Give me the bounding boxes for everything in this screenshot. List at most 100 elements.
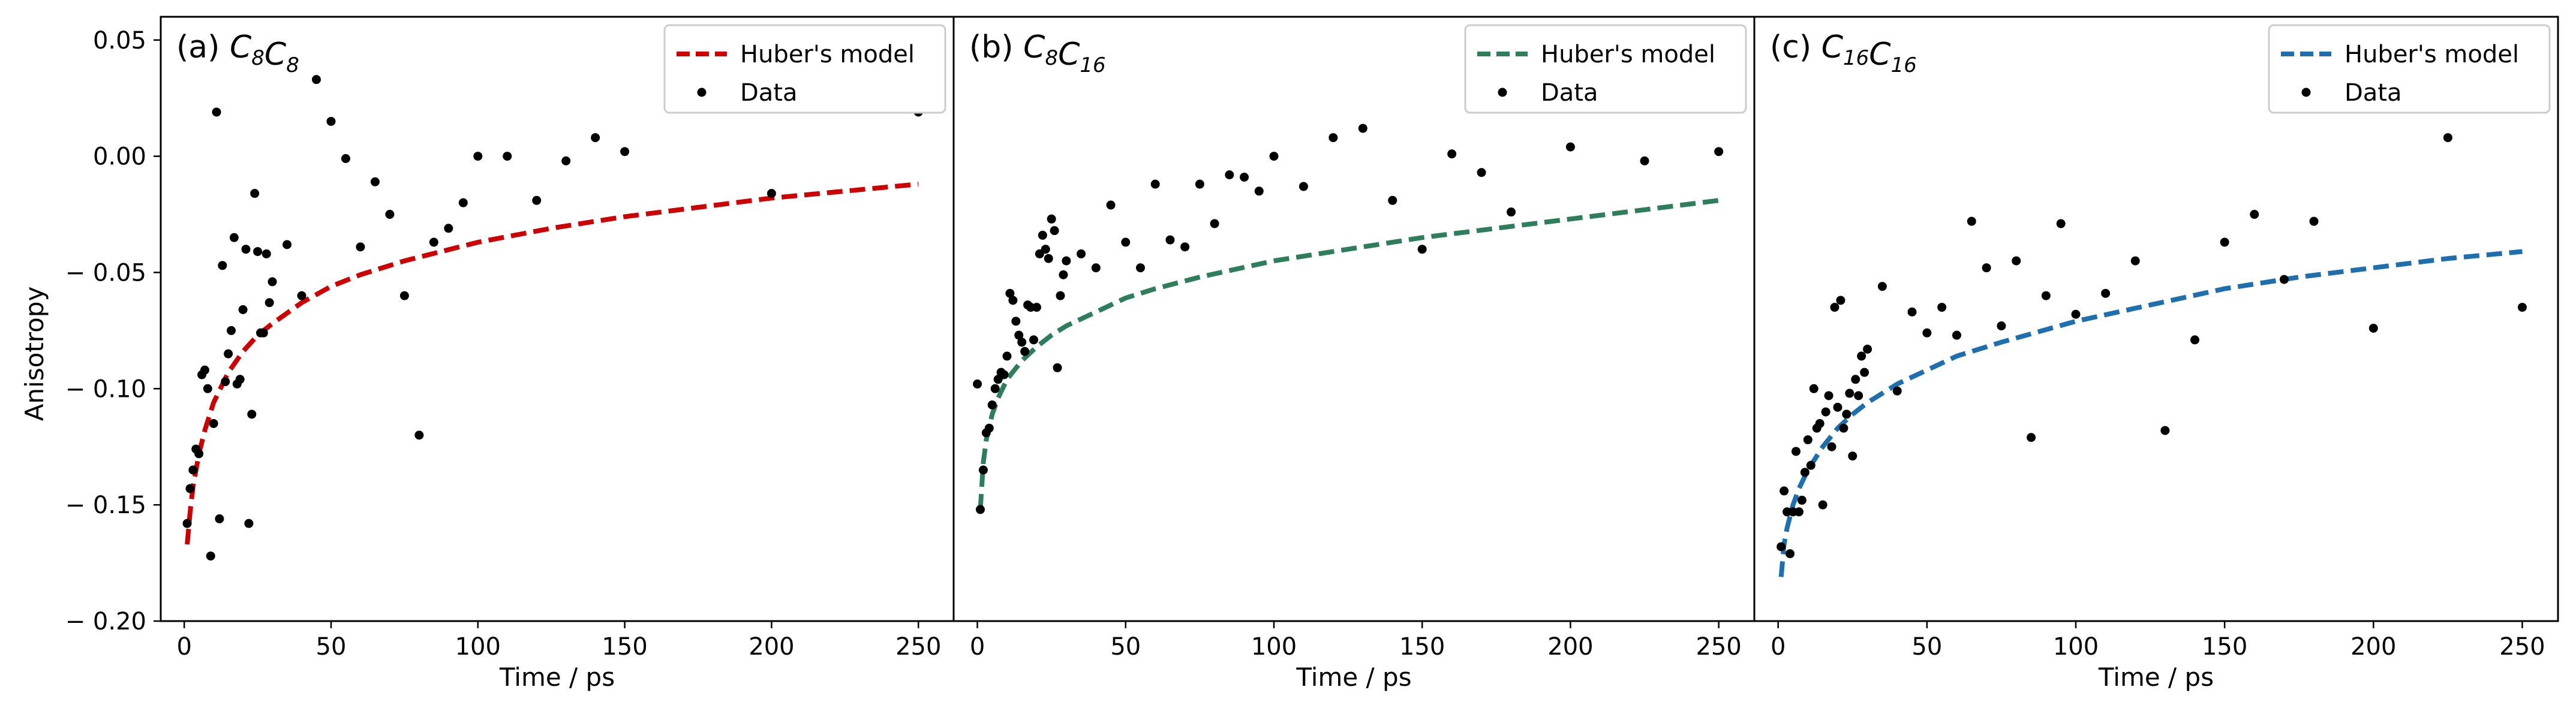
x-tick-label: 200 [2350, 633, 2396, 661]
data-point [987, 400, 997, 409]
data-point [209, 418, 218, 428]
data-point [1038, 230, 1047, 240]
data-point [976, 505, 985, 514]
data-point [264, 298, 274, 308]
legend-model-label: Huber's model [2344, 41, 2519, 68]
data-point [2220, 237, 2229, 247]
data-point [1041, 245, 1050, 254]
x-tick-label: 250 [1696, 633, 1741, 661]
data-point [1050, 226, 1059, 236]
data-point [1922, 328, 1932, 338]
data-point [1121, 237, 1131, 247]
data-point [1388, 195, 1397, 205]
data-point [2101, 288, 2111, 298]
data-point [1803, 435, 1812, 445]
data-point [2056, 219, 2066, 228]
data-point [212, 107, 221, 117]
data-point [250, 189, 260, 198]
data-point [984, 423, 994, 433]
data-point [1254, 186, 1264, 196]
data-point [1982, 263, 1991, 273]
x-tick-label: 0 [176, 633, 191, 661]
data-point [297, 291, 306, 300]
data-point [221, 377, 230, 387]
y-tick-label: − 0.05 [65, 259, 146, 287]
x-tick-label: 0 [970, 633, 985, 661]
legend-data-label: Data [740, 79, 798, 107]
data-point [1997, 321, 2006, 331]
data-point [1017, 338, 1027, 347]
x-tick-label: 50 [1911, 633, 1942, 661]
data-point [1952, 330, 1961, 340]
data-point [182, 519, 192, 528]
data-point [1714, 147, 1724, 156]
y-tick-label: − 0.15 [65, 492, 146, 519]
data-point [1794, 507, 1803, 517]
data-point [341, 153, 350, 163]
x-tick-label: 150 [602, 633, 647, 661]
legend-data-label: Data [2344, 79, 2402, 107]
data-point [258, 328, 268, 338]
x-axis-label: Time / ps [2098, 662, 2214, 692]
data-point [1833, 402, 1842, 412]
data-point [1298, 182, 1308, 191]
x-tick-label: 250 [2499, 633, 2545, 661]
data-point [1180, 242, 1190, 252]
data-point [444, 224, 453, 233]
data-point [282, 240, 292, 249]
data-point [1907, 307, 1917, 317]
data-point [1477, 168, 1486, 177]
data-point [1937, 303, 1947, 312]
data-point [185, 484, 195, 493]
data-point [1014, 330, 1024, 340]
panel-title: (c) C16C16 [1770, 29, 1917, 77]
data-point [1786, 549, 1795, 559]
data-point [399, 291, 409, 300]
data-point [227, 326, 236, 335]
data-point [1269, 152, 1279, 161]
data-point [2443, 133, 2452, 143]
data-point [1165, 235, 1175, 245]
x-tick-label: 100 [1251, 633, 1297, 661]
x-tick-label: 100 [2053, 633, 2099, 661]
data-point [1806, 460, 1815, 470]
data-point [229, 233, 239, 242]
data-point [1830, 303, 1839, 312]
data-point [2190, 335, 2200, 345]
x-tick-label: 250 [895, 633, 941, 661]
data-point [1857, 351, 1866, 361]
data-point [429, 237, 438, 247]
data-point [1029, 335, 1038, 345]
data-point [1059, 270, 1068, 279]
x-tick-label: 0 [1771, 633, 1786, 661]
panel-b: 0 50 100 150 200 250 Time / ps (b) C8C16 Huber's… [952, 16, 1756, 692]
x-tick-label: 200 [1547, 633, 1593, 661]
data-point [1091, 263, 1101, 273]
data-point [1863, 344, 1872, 354]
huber-model-curve [978, 198, 1720, 510]
x-axis-label: Time / ps [499, 662, 615, 692]
data-point [194, 449, 204, 459]
data-point [990, 384, 1000, 393]
data-point [238, 305, 248, 314]
x-tick-label: 100 [455, 633, 501, 661]
data-point [2517, 303, 2527, 312]
data-point [370, 177, 380, 186]
data-point [1854, 391, 1863, 400]
data-point [247, 409, 257, 419]
data-point [503, 152, 512, 161]
data-point [218, 261, 227, 270]
data-point [1447, 149, 1457, 159]
data-point [1056, 291, 1065, 300]
data-point [1008, 296, 1018, 305]
data-point [235, 375, 245, 384]
data-point [1077, 249, 1086, 258]
legend-data-swatch [1498, 88, 1507, 97]
y-tick-label: 0.00 [93, 143, 146, 171]
data-point [2041, 291, 2051, 300]
data-point [2160, 426, 2170, 435]
y-tick-label: 0.05 [93, 27, 146, 55]
data-point [1845, 388, 1854, 398]
data-point [1777, 542, 1786, 552]
data-point [1848, 451, 1857, 461]
